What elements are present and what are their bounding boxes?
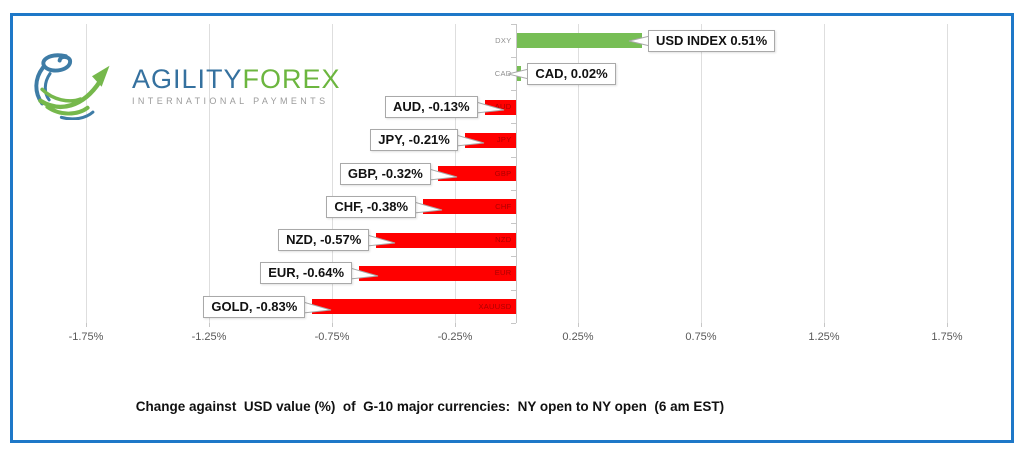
category-axis-tick xyxy=(511,156,516,158)
category-label-chf: CHF xyxy=(495,201,512,211)
category-label-aud: AUD xyxy=(494,102,512,112)
logo-text: AGILITYFOREX INTERNATIONAL PAYMENTS xyxy=(132,64,341,106)
gridline xyxy=(208,24,210,324)
chart-frame-border xyxy=(10,13,1014,443)
data-label-chf: CHF, -0.38% xyxy=(326,195,417,218)
brand-forex: FOREX xyxy=(242,64,341,94)
data-label-eur: EUR, -0.64% xyxy=(260,262,353,285)
bar-nzd xyxy=(376,232,517,248)
bar-dxy xyxy=(516,33,642,49)
bar-gbp xyxy=(437,166,517,182)
category-label-xauusd: XAUUSD xyxy=(478,301,512,311)
callout-pointer xyxy=(628,35,650,47)
category-label-nzd: NZD xyxy=(495,235,512,245)
callout-pointer xyxy=(455,134,484,147)
category-axis-tick xyxy=(511,322,516,324)
category-label-gbp: GBP xyxy=(494,168,512,178)
callout-pointer xyxy=(350,267,379,280)
axis-tick xyxy=(700,323,702,328)
category-axis-tick xyxy=(511,23,516,25)
x-axis-tick-label: 0.75% xyxy=(685,331,717,343)
gridline xyxy=(823,24,825,324)
x-axis-tick-label: -0.25% xyxy=(437,331,473,343)
brand-agility: AGILITY xyxy=(132,64,243,94)
gridline xyxy=(85,24,87,324)
callout-pointer xyxy=(508,68,530,80)
gridline xyxy=(946,24,948,324)
data-label-dxy: USD INDEX 0.51% xyxy=(647,29,776,52)
category-label-eur: EUR xyxy=(494,268,512,278)
axis-tick xyxy=(331,323,333,328)
category-axis-tick xyxy=(511,123,516,125)
data-label-cad: CAD, 0.02% xyxy=(527,62,616,85)
category-label-jpy: JPY xyxy=(496,135,512,145)
data-label-gbp: GBP, -0.32% xyxy=(339,162,431,185)
bar-eur xyxy=(359,265,517,281)
data-label-xauusd: GOLD, -0.83% xyxy=(203,295,306,318)
gridline xyxy=(577,24,579,324)
data-label-nzd: NZD, -0.57% xyxy=(278,229,370,252)
x-axis-tick-label: 0.25% xyxy=(562,331,594,343)
axis-tick xyxy=(577,323,579,328)
gridline xyxy=(331,24,333,324)
x-axis-tick-label: -1.25% xyxy=(191,331,227,343)
category-axis-tick xyxy=(511,56,516,58)
data-label-aud: AUD, -0.13% xyxy=(384,96,478,119)
brand-name: AGILITYFOREX xyxy=(132,64,341,94)
bar-xauusd xyxy=(312,299,517,315)
callout-pointer xyxy=(303,301,332,314)
axis-tick xyxy=(454,323,456,328)
agilityforex-logo: AGILITYFOREX INTERNATIONAL PAYMENTS xyxy=(34,50,341,120)
category-axis-tick xyxy=(511,223,516,224)
axis-tick xyxy=(946,323,948,328)
x-axis-tick-label: 1.25% xyxy=(808,331,840,343)
category-label-dxy: DXY xyxy=(495,35,512,45)
axis-tick xyxy=(823,323,825,328)
bar-chf xyxy=(423,199,517,215)
data-label-jpy: JPY, -0.21% xyxy=(370,129,458,152)
x-axis-tick-label: -1.75% xyxy=(68,331,104,343)
zero-axis-line xyxy=(516,24,517,324)
chart-title: Change against USD value (%) of G-10 maj… xyxy=(135,399,725,414)
category-axis-tick xyxy=(511,289,516,291)
category-axis-tick xyxy=(511,256,516,258)
category-label-cad: CAD xyxy=(494,68,512,78)
globe-arrow-icon xyxy=(34,53,110,120)
x-axis-tick-label: 1.75% xyxy=(931,331,963,343)
brand-tagline: INTERNATIONAL PAYMENTS xyxy=(132,96,329,106)
callout-pointer xyxy=(475,101,504,114)
callout-pointer xyxy=(367,234,396,247)
callout-pointer xyxy=(428,168,457,181)
gridline xyxy=(700,24,702,324)
x-axis-tick-label: -0.75% xyxy=(314,331,350,343)
category-axis-tick xyxy=(511,90,516,91)
axis-tick xyxy=(85,323,87,328)
callout-pointer xyxy=(414,201,443,214)
axis-tick xyxy=(208,323,210,328)
category-axis-tick xyxy=(511,189,516,191)
